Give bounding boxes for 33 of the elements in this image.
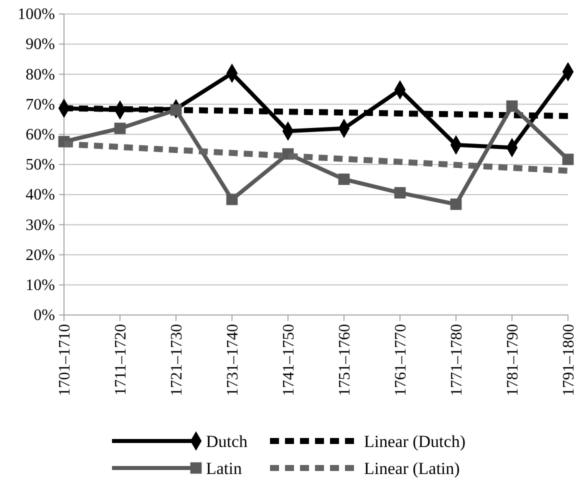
legend-label: Latin (206, 458, 242, 478)
point (506, 100, 518, 112)
x-tick-label: 1701–1710 (56, 324, 74, 396)
x-tick-label: 1781–1790 (504, 324, 522, 396)
point (170, 104, 182, 116)
point (338, 174, 350, 185)
y-tick-label: 70% (26, 96, 55, 114)
x-tick-label: 1751–1760 (336, 324, 354, 396)
x-tick-label: 1761–1770 (392, 324, 410, 396)
y-tick-label: 80% (26, 66, 55, 84)
y-tick-label: 10% (26, 277, 55, 294)
y-tick-label: 40% (26, 186, 55, 204)
y-tick-label: 90% (26, 36, 55, 54)
y-tick-label: 100% (18, 6, 55, 24)
x-tick-label: 1791–1800 (560, 324, 578, 396)
legend-label: Dutch (206, 432, 248, 451)
x-tick-label: 1771–1780 (448, 324, 466, 396)
point (226, 194, 238, 206)
y-tick-label: 30% (26, 216, 55, 234)
x-tick-label: 1731–1740 (224, 324, 242, 396)
y-tick-label: 20% (26, 246, 55, 264)
point (394, 187, 406, 198)
point (562, 154, 574, 166)
legend-label: Linear (Latin) (364, 458, 460, 478)
x-tick-label: 1741–1750 (280, 324, 298, 396)
legend-label: Linear (Dutch) (364, 432, 466, 451)
point (450, 198, 462, 210)
y-tick-label: 50% (26, 156, 55, 174)
x-tick-label: 1721–1730 (168, 324, 186, 396)
point (114, 122, 126, 134)
y-tick-label: 0% (34, 307, 55, 324)
x-tick-label: 1711–1720 (112, 324, 130, 396)
y-tick-label: 60% (26, 126, 55, 144)
